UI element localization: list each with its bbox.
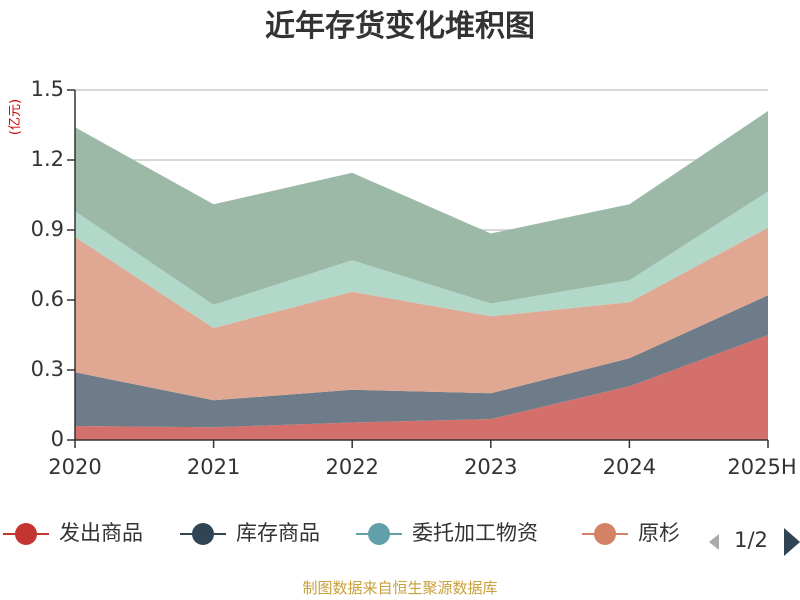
legend-label: 发出商品 bbox=[59, 521, 143, 545]
area-series-4 bbox=[75, 191, 768, 328]
y-tick-label: 1.5 bbox=[31, 77, 64, 101]
legend-symbol-dot bbox=[368, 523, 390, 545]
legend-symbol-dot bbox=[15, 523, 37, 545]
x-tick-label: 2020 bbox=[48, 455, 101, 479]
x-tick-label: 2022 bbox=[325, 455, 378, 479]
y-tick-label: 0.6 bbox=[31, 287, 64, 311]
legend-prev-page-button[interactable] bbox=[709, 534, 719, 550]
data-source-note: 制图数据来自恒生聚源数据库 bbox=[302, 579, 497, 597]
area-series-5 bbox=[75, 111, 768, 305]
x-tick-label: 2025H bbox=[727, 455, 796, 479]
y-axis-unit-label: (亿元) bbox=[8, 99, 23, 135]
x-tick-label: 2021 bbox=[187, 455, 240, 479]
legend-label: 委托加工物资 bbox=[412, 521, 538, 545]
x-tick-label: 2023 bbox=[464, 455, 517, 479]
area-series-2 bbox=[75, 295, 768, 428]
axes: 0 0.3 0.6 0.9 1.2 1.5 2020 2021 2022 2023 2024 2025… bbox=[31, 77, 797, 479]
y-tick-label: 1.2 bbox=[31, 147, 64, 171]
legend-label: 库存商品 bbox=[236, 521, 320, 545]
x-tick-label: 2024 bbox=[603, 455, 656, 479]
y-tick-label: 0.3 bbox=[31, 357, 64, 381]
legend-item[interactable]: 发出商品 bbox=[3, 521, 143, 545]
legend-item[interactable]: 原杉 bbox=[582, 521, 680, 545]
y-tick-label: 0.9 bbox=[31, 217, 64, 241]
legend-next-page-button[interactable] bbox=[784, 528, 800, 556]
legend-item[interactable]: 库存商品 bbox=[180, 521, 320, 545]
legend-symbol-dot bbox=[192, 523, 214, 545]
legend-label: 原杉 bbox=[638, 521, 680, 545]
legend-symbol-dot bbox=[594, 523, 616, 545]
legend-page-indicator: 1/2 bbox=[734, 528, 768, 552]
legend: 1/2 发出商品 库存商品 委托加工物资 原杉 bbox=[3, 521, 800, 556]
chevron-left-icon bbox=[709, 534, 719, 550]
chart-title: 近年存货变化堆积图 bbox=[265, 9, 535, 44]
legend-item[interactable]: 委托加工物资 bbox=[356, 521, 538, 545]
area-series-group bbox=[75, 111, 768, 440]
area-series-3 bbox=[75, 227, 768, 401]
chevron-right-icon bbox=[784, 528, 800, 556]
y-tick-label: 0 bbox=[51, 427, 64, 451]
area-series-1 bbox=[75, 335, 768, 440]
